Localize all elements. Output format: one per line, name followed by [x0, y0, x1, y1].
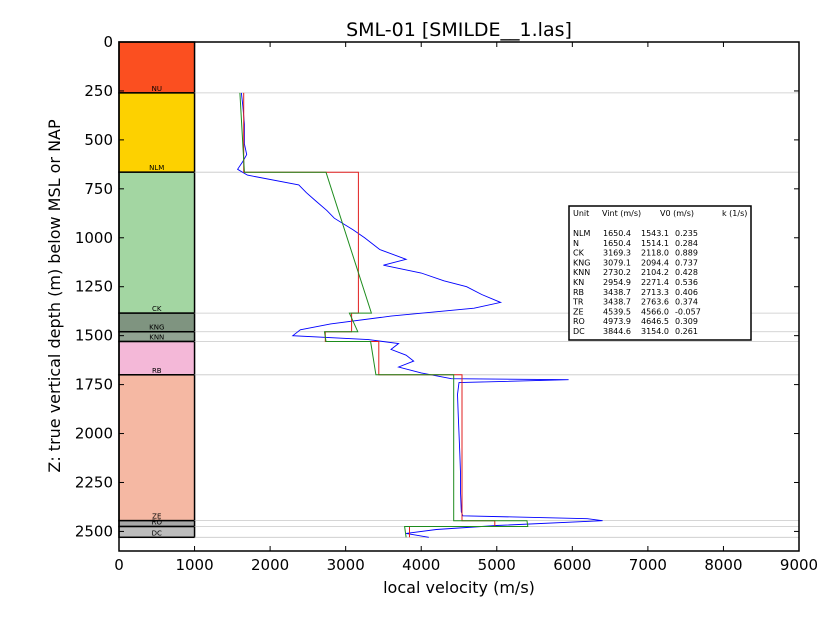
table-cell: 0.261	[675, 327, 698, 336]
table-cell: 3154.0	[641, 327, 669, 336]
table-cell: 4566.0	[641, 307, 669, 316]
y-tick-label: 2000	[75, 425, 113, 443]
y-tick-label: 1750	[75, 376, 113, 394]
strat-unit-ck	[118, 171, 196, 314]
table-cell: 0.737	[675, 258, 698, 267]
table-cell: 2730.2	[603, 268, 631, 277]
x-tick-label: 9000	[780, 556, 818, 574]
y-axis-ticks: 0 250 500 750 1000 1250 1500 1750 2000 2250 2500	[75, 33, 799, 540]
table-cell: 3169.3	[603, 249, 631, 258]
y-tick-label: 750	[84, 180, 113, 198]
x-tick-label: 1000	[175, 556, 213, 574]
x-axis-label: local velocity (m/s)	[383, 578, 535, 597]
strat-unit-label: RB	[152, 367, 162, 375]
table-cell: 0.309	[675, 317, 698, 326]
interval-velocity-line	[243, 92, 496, 538]
strat-unit-label: RO	[152, 519, 163, 527]
table-cell: 0.374	[675, 298, 698, 307]
table-cell: 0.284	[675, 239, 698, 248]
x-tick-label: 7000	[629, 556, 667, 574]
y-tick-label: 250	[84, 82, 113, 100]
strat-unit-label: NU	[152, 85, 162, 93]
table-cell: KNN	[573, 268, 590, 277]
table-cell: 0.889	[675, 249, 698, 258]
x-tick-label: 0	[114, 556, 124, 574]
y-tick-label: 0	[103, 33, 113, 51]
strat-unit-nlm	[118, 92, 196, 173]
velocity-series	[236, 92, 603, 538]
table-cell: NLM	[573, 229, 590, 238]
strat-unit-label: ZE	[152, 513, 161, 521]
table-cell: 4646.5	[641, 317, 669, 326]
strat-unit-label: CK	[152, 305, 162, 313]
table-cell: 2713.3	[641, 288, 669, 297]
x-tick-label: 4000	[402, 556, 440, 574]
table-cell: 3438.7	[603, 288, 631, 297]
strat-unit-label: KNN	[149, 334, 164, 342]
table-cell: CK	[573, 249, 585, 258]
measured-velocity-line	[236, 92, 603, 538]
table-header-cell: k (1/s)	[722, 209, 747, 218]
table-cell: 0.235	[675, 229, 698, 238]
table-cell: RO	[573, 317, 585, 326]
table-cell: 0.428	[675, 268, 698, 277]
table-cell: 1543.1	[641, 229, 669, 238]
y-tick-label: 1000	[75, 229, 113, 247]
y-tick-label: 2250	[75, 473, 113, 491]
table-cell: 2763.6	[641, 298, 669, 307]
y-tick-label: 1250	[75, 278, 113, 296]
strat-unit-rb	[118, 340, 196, 376]
strat-unit-label: KNG	[149, 324, 164, 332]
table-cell: N	[573, 239, 579, 248]
table-header-cell: Unit	[573, 209, 589, 218]
table-header-cell: V0 (m/s)	[660, 209, 694, 218]
table-cell: 1650.4	[603, 229, 631, 238]
linear-velocity-line	[239, 92, 529, 538]
table-cell: 3079.1	[603, 258, 631, 267]
table-cell: 2954.9	[603, 278, 631, 287]
table-cell: KN	[573, 278, 584, 287]
table-cell: 2118.0	[641, 249, 669, 258]
table-header-cell: Vint (m/s)	[602, 209, 641, 218]
x-tick-label: 6000	[553, 556, 591, 574]
strat-unit-label: NLM	[149, 164, 164, 172]
chart-title: SML-01 [SMILDE__1.las]	[346, 19, 572, 41]
table-cell: ZE	[573, 307, 584, 316]
table-cell: 3438.7	[603, 298, 631, 307]
x-tick-label: 2000	[251, 556, 289, 574]
x-tick-label: 5000	[478, 556, 516, 574]
y-axis-label: Z: true vertical depth (m) below MSL or …	[45, 119, 64, 473]
table-cell: -0.057	[675, 307, 701, 316]
table-cell: 2104.2	[641, 268, 669, 277]
table-cell: 4539.5	[603, 307, 631, 316]
table-cell: 0.406	[675, 288, 698, 297]
table-cell: 3844.6	[603, 327, 631, 336]
x-tick-label: 3000	[327, 556, 365, 574]
table-cell: 0.536	[675, 278, 698, 287]
table-cell: 2094.4	[641, 258, 669, 267]
table-cell: 4973.9	[603, 317, 631, 326]
y-tick-label: 2500	[75, 522, 113, 540]
strat-unit-label: DC	[152, 529, 162, 537]
y-tick-label: 500	[84, 131, 113, 149]
table-cell: 1650.4	[603, 239, 631, 248]
x-axis-ticks: 0 1000 2000 3000 4000 5000 6000 7000 8000 9000	[114, 42, 818, 574]
strat-unit-ze	[118, 374, 196, 522]
table-cell: 1514.1	[641, 239, 669, 248]
table-cell: RB	[573, 288, 584, 297]
plot-frame	[118, 41, 800, 552]
x-tick-label: 8000	[704, 556, 742, 574]
velocity-table: Unit Vint (m/s) V0 (m/s) k (1/s) NLM 1650.4 15…	[568, 205, 752, 341]
table-cell: KNG	[573, 258, 590, 267]
y-tick-label: 1500	[75, 327, 113, 345]
table-cell: 2271.4	[641, 278, 669, 287]
table-cell: TR	[572, 298, 584, 307]
table-box	[568, 205, 752, 341]
table-cell: DC	[573, 327, 585, 336]
